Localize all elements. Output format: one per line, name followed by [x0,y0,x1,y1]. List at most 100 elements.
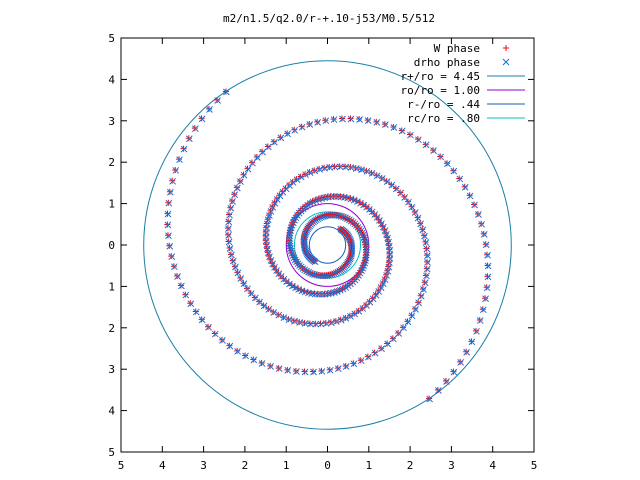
drho-phase-point [417,292,425,300]
drho-phase-point [167,188,174,196]
drho-phase-point [315,272,323,279]
drho-phase-point [228,251,235,259]
drho-phase-point [379,223,387,231]
drho-phase-point [408,312,416,320]
drho-phase-point [424,258,431,266]
drho-phase-point [411,209,419,216]
drho-phase-point [395,330,403,337]
drho-phase-point [404,318,412,326]
x-tick-label: 1 [283,459,290,472]
drho-phase-point [297,173,305,181]
drho-phase-point [286,232,294,240]
drho-phase-point [381,227,389,234]
drho-phase-point [415,299,423,307]
drho-phase-point [285,316,293,323]
drho-phase-point [379,280,387,287]
drho-phase-point [463,348,471,356]
drho-phase-point [244,285,251,293]
drho-phase-point [280,314,288,321]
drho-phase-point [352,165,360,172]
drho-phase-point [288,250,296,257]
drho-phase-point [226,245,234,252]
drho-phase-point [192,308,200,316]
drho-phase-point [480,231,488,238]
drho-phase-point [275,365,283,373]
legend-label-w-phase: W phase [434,42,480,55]
drho-phase-point [398,127,406,135]
y-tick-label: 4 [108,73,115,86]
drho-phase-point [277,134,285,142]
drho-phase-point [310,368,317,376]
drho-phase-point [237,178,244,185]
drho-phase-point [265,306,273,313]
x-tick-label: 1 [365,459,372,472]
drho-phase-point [233,184,241,192]
drho-phase-point [450,368,458,376]
drho-phase-point [211,330,219,338]
x-tick-labels: 5 4 3 2 1 0 1 2 3 4 5 [118,459,538,472]
drho-phase-point [417,220,424,228]
drho-phase-point [347,164,355,171]
drho-phase-point [378,345,385,353]
drho-phase-point [473,327,480,335]
drho-phase-point [266,212,273,219]
drho-phase-point [168,253,176,260]
drho-phase-point [383,230,390,238]
drho-phase-point [390,335,397,343]
drho-phase-point [286,229,294,237]
drho-phase-point [180,145,188,153]
drho-phase-point [270,309,278,316]
drho-phase-point [232,263,239,271]
drho-phase-point [347,115,355,123]
drho-phase-point [192,125,199,132]
y-tick-label: 1 [108,280,115,293]
drho-phase-point [287,247,295,255]
y-tick-label: 2 [108,322,115,335]
x-tick-label: 3 [448,459,455,472]
drho-phase-point [291,317,298,325]
drho-phase-point [337,316,345,324]
drho-phase-point [275,270,283,277]
drho-phase-point [318,368,326,375]
drho-phase-point [377,284,385,291]
drho-phase-point [169,177,177,185]
drho-phase-point [357,199,364,207]
drho-phase-point [166,242,174,250]
drho-phase-point [226,342,234,350]
drho-phase-point [227,204,235,212]
drho-phase-point [205,323,212,331]
x-tick-label: 5 [118,459,125,472]
drho-phase-point [206,106,213,113]
drho-phase-point [284,367,292,374]
drho-phase-point [423,245,431,253]
drho-phase-point [502,58,510,66]
drho-phase-point [423,265,431,273]
drho-phase-point [450,167,458,175]
y-tick-label: 3 [108,363,115,376]
drho-phase-point [339,115,346,123]
drho-phase-point [234,269,242,277]
drho-phase-point [423,272,430,280]
drho-phase-point [332,318,340,325]
drho-phase-point [422,239,430,246]
drho-phase-point [214,97,221,104]
drho-phase-point [322,117,330,125]
drho-phase-point [405,198,412,206]
drho-phase-point [170,263,178,271]
drho-phase-point [475,211,482,218]
drho-phase-point [336,163,344,171]
drho-phase-point [296,319,304,326]
drho-phase-point [264,216,272,224]
y-tick-label: 1 [108,198,115,211]
y-tick-label: 5 [108,32,115,45]
drho-phase-point [250,356,258,364]
drho-phase-point [247,290,255,297]
drho-phase-point [237,275,245,282]
circle-2 [308,226,347,264]
drho-phase-point [176,156,183,164]
drho-phase-point [390,124,398,131]
w-phase-point [503,45,509,51]
legend-label-drho-phase: drho phase [414,56,480,69]
drho-phase-point [198,316,206,324]
